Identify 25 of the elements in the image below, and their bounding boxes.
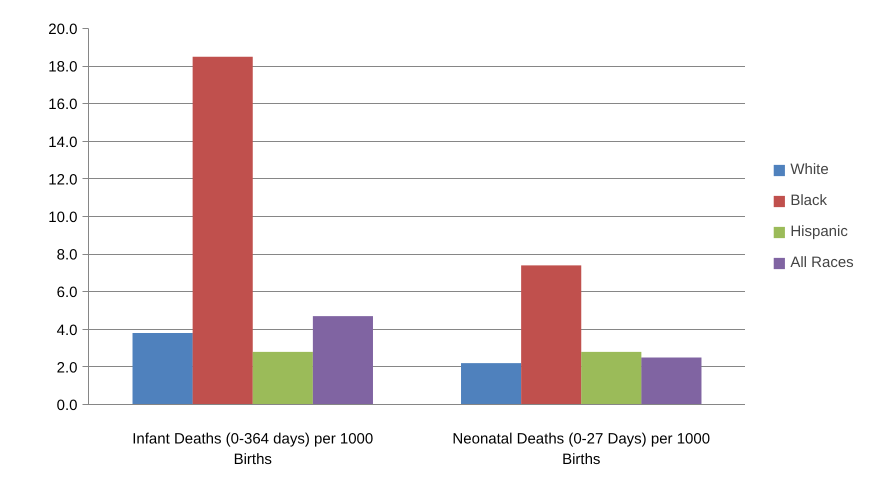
y-tick-label: 18.0 (48, 58, 78, 76)
bar (641, 358, 702, 404)
y-tick-label: 12.0 (48, 171, 78, 188)
x-tick-label: Infant Deaths (0-364 days) per 1000 Births (132, 430, 374, 468)
legend-label: White (790, 161, 829, 178)
bar (581, 352, 642, 404)
bar (461, 363, 522, 404)
legend-label: Black (790, 192, 828, 209)
y-tick-label: 16.0 (48, 96, 78, 114)
bar (252, 352, 313, 404)
y-tick-label: 4.0 (56, 322, 78, 339)
bar (521, 265, 582, 404)
x-tick-label: Neonatal Deaths (0-27 Days) per 1000 Births (452, 430, 710, 468)
y-tick-label: 6.0 (56, 284, 78, 302)
y-tick-label: 10.0 (48, 209, 78, 226)
y-tick-label: 20.0 (48, 21, 78, 38)
y-tick-label: 14.0 (48, 134, 78, 151)
legend-label: All Races (790, 254, 854, 271)
legend-label: Hispanic (790, 223, 848, 240)
bar (312, 316, 373, 404)
y-tick-label: 2.0 (56, 359, 78, 376)
bar (192, 56, 253, 404)
y-tick-label: 8.0 (56, 246, 78, 264)
y-tick-label: 0.0 (56, 397, 78, 414)
bar (132, 333, 193, 404)
